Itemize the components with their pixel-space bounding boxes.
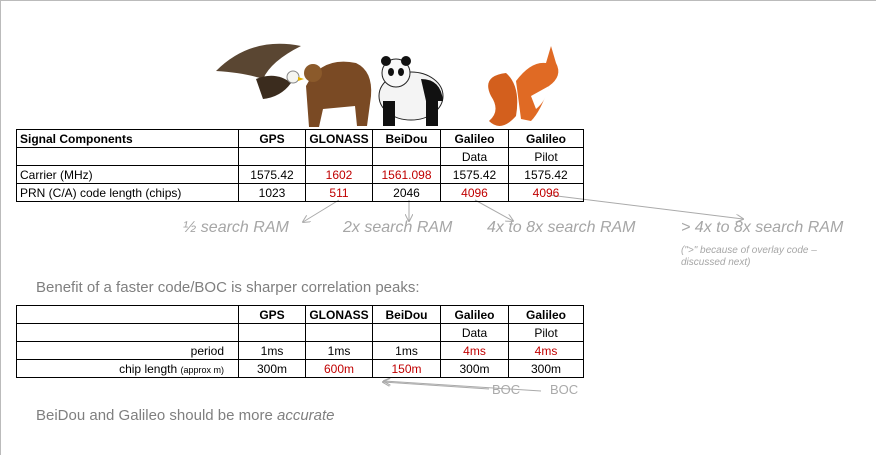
fox: [488, 46, 558, 126]
row-label: PRN (C/A) code length (chips): [17, 184, 239, 202]
cell: 511: [306, 184, 373, 202]
subheader-cell: [373, 324, 441, 342]
label-text: PRN (C/A) code length (chips): [20, 186, 181, 200]
cell: 4096: [509, 184, 584, 202]
row-label: Carrier (MHz): [17, 166, 239, 184]
header-cell: GLONASS: [306, 306, 373, 324]
row-label: chip length (approx m): [17, 360, 239, 378]
cell: 2046: [373, 184, 441, 202]
annotation: ½ search RAM: [183, 219, 289, 237]
cell: 4ms: [441, 342, 509, 360]
cell: 150m: [373, 360, 441, 378]
header-cell: Galileo: [441, 306, 509, 324]
subheader-cell: [373, 148, 441, 166]
subheader-cell: [306, 148, 373, 166]
slide: Signal ComponentsGPSGLONASSBeiDouGalileo…: [0, 0, 876, 455]
label-text: chip length: [119, 362, 177, 376]
benefit-text: Benefit of a faster code/BOC is sharper …: [36, 279, 420, 296]
emphasis: accurate: [277, 407, 335, 424]
cell: 300m: [441, 360, 509, 378]
boc-label: BOC: [550, 382, 578, 397]
cell: 1575.42: [509, 166, 584, 184]
cell: 300m: [239, 360, 306, 378]
header-cell: Galileo: [441, 130, 509, 148]
cell: 1023: [239, 184, 306, 202]
cell: 4ms: [509, 342, 584, 360]
cell: 1575.42: [441, 166, 509, 184]
conclusion-text: BeiDou and Galileo should be more: [36, 407, 277, 424]
eagle: [216, 44, 304, 99]
header-cell: [17, 306, 239, 324]
annotation: 2x search RAM: [343, 219, 452, 237]
cell: 1ms: [373, 342, 441, 360]
header-cell: Galileo: [509, 306, 584, 324]
subheader-cell: [17, 148, 239, 166]
label-note: (approx m): [180, 365, 224, 375]
cell: 1ms: [239, 342, 306, 360]
header-cell: GPS: [239, 130, 306, 148]
subheader-cell: [239, 148, 306, 166]
subheader-cell: [239, 324, 306, 342]
subheader-cell: Data: [441, 324, 509, 342]
header-cell: Galileo: [509, 130, 584, 148]
header-cell: BeiDou: [373, 306, 441, 324]
subheader-cell: [17, 324, 239, 342]
header-cell: GPS: [239, 306, 306, 324]
subheader-cell: Pilot: [509, 324, 584, 342]
subheader-cell: Pilot: [509, 148, 584, 166]
label-text: period: [191, 344, 224, 358]
bear: [304, 62, 371, 127]
cell: 1575.42: [239, 166, 306, 184]
cell: 1ms: [306, 342, 373, 360]
subheader-cell: Data: [441, 148, 509, 166]
panda: [379, 56, 443, 126]
cell: 1602: [306, 166, 373, 184]
note: (">" because of overlay code – discussed…: [681, 245, 831, 269]
label-text: Carrier (MHz): [20, 168, 93, 182]
cell: 1561.098: [373, 166, 441, 184]
row-label: period: [17, 342, 239, 360]
header-cell: Signal Components: [17, 130, 239, 148]
annotation: 4x to 8x search RAM: [487, 219, 636, 237]
boc-label: BOC: [492, 382, 520, 397]
cell: 300m: [509, 360, 584, 378]
cell: 600m: [306, 360, 373, 378]
header-cell: BeiDou: [373, 130, 441, 148]
subheader-cell: [306, 324, 373, 342]
annotation: > 4x to 8x search RAM: [681, 219, 843, 237]
cell: 4096: [441, 184, 509, 202]
header-cell: GLONASS: [306, 130, 373, 148]
conclusion: BeiDou and Galileo should be more accura…: [36, 407, 335, 424]
